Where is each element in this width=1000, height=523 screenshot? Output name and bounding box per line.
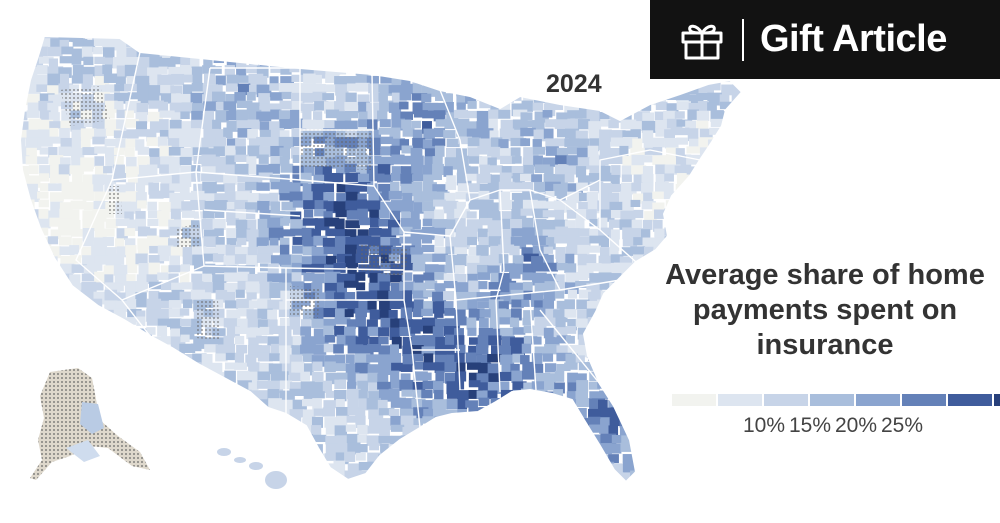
gift-icon (681, 24, 723, 59)
legend-swatch-3 (810, 394, 854, 406)
gift-article-button[interactable]: Gift Article (650, 0, 1000, 79)
legend-swatch-6 (948, 394, 992, 406)
hawaii-inset (217, 448, 287, 489)
legend-swatch-1 (718, 394, 762, 406)
state-border-lines (19, 35, 743, 483)
legend-swatch-4 (856, 394, 900, 406)
legend-swatch-0 (672, 394, 716, 406)
legend-tick-label: 25% (880, 414, 924, 437)
legend-tick-labels: 10% 15% 20% 25% (672, 414, 982, 444)
legend-title: Average share of home payments spent on … (665, 259, 985, 361)
year-label: 2024 (546, 70, 602, 98)
gift-article-label: Gift Article (760, 18, 947, 60)
alaska-inset (30, 368, 150, 480)
legend-swatch-7 (994, 394, 1000, 406)
legend-color-scale (672, 394, 1000, 406)
legend-tick-label: 15% (788, 414, 832, 437)
legend-tick-label: 10% (742, 414, 786, 437)
gift-divider (742, 18, 744, 61)
legend-tick-label: 20% (834, 414, 878, 437)
legend-swatch-2 (764, 394, 808, 406)
no-data-dotted-areas (60, 86, 410, 340)
legend-swatch-5 (902, 394, 946, 406)
